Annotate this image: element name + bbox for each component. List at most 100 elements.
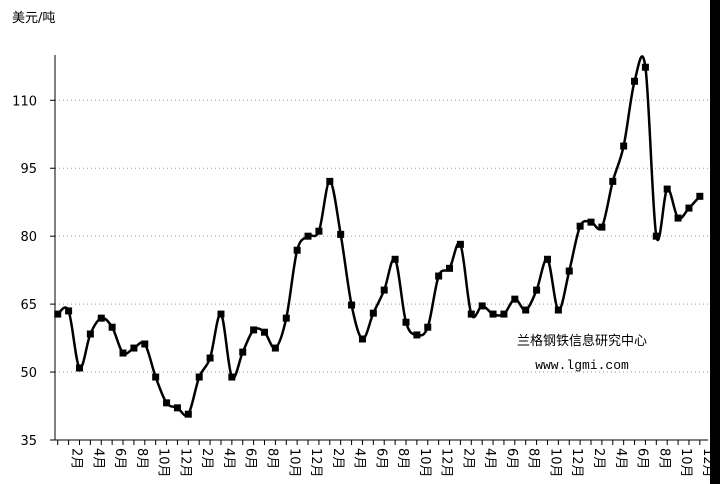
marker	[446, 264, 454, 272]
marker	[663, 185, 671, 193]
x-tick-label: 6月	[112, 448, 127, 469]
marker	[685, 204, 693, 212]
marker	[206, 354, 214, 362]
x-tick-label: 12月	[569, 448, 584, 478]
x-tick-label: 2月	[591, 448, 606, 469]
marker	[282, 314, 290, 322]
marker	[119, 349, 127, 357]
watermark-url: www.lgmi.com	[535, 358, 629, 373]
marker	[315, 227, 323, 235]
marker	[424, 323, 432, 331]
x-tick-label: 12月	[308, 448, 323, 478]
marker	[511, 295, 519, 303]
x-tick-label: 6月	[504, 448, 519, 469]
marker	[522, 306, 530, 314]
x-tick-label: 4月	[613, 448, 628, 469]
marker	[152, 373, 160, 381]
x-tick-label: 2月	[199, 448, 214, 469]
x-tick-label: 12月	[177, 448, 192, 478]
marker	[54, 310, 62, 318]
x-tick-label: 10月	[417, 448, 432, 478]
marker	[358, 335, 366, 343]
x-tick-label: 2月	[460, 448, 475, 469]
x-tick-label: 12月	[439, 448, 454, 478]
marker	[565, 267, 573, 275]
marker	[413, 331, 421, 339]
x-tick-label: 8月	[134, 448, 149, 469]
x-tick-label: 6月	[243, 448, 258, 469]
marker	[652, 232, 660, 240]
marker	[674, 214, 682, 222]
x-tick-label: 2月	[69, 448, 84, 469]
marker	[337, 230, 345, 238]
x-tick-label: 10月	[286, 448, 301, 478]
y-tick-label: 80	[20, 230, 37, 245]
x-tick-label: 8月	[395, 448, 410, 469]
y-tick-label: 110	[12, 94, 37, 109]
marker	[141, 340, 149, 348]
marker	[369, 309, 377, 317]
marker	[108, 323, 116, 331]
y-tick-label: 35	[20, 434, 37, 449]
x-tick-label: 4月	[352, 448, 367, 469]
marker	[478, 302, 486, 310]
watermark: 兰格钢铁信息研究中心	[517, 333, 647, 349]
marker	[598, 223, 606, 231]
marker	[576, 222, 584, 230]
x-tick-label: 8月	[526, 448, 541, 469]
marker	[696, 192, 704, 200]
marker	[261, 328, 269, 336]
marker	[228, 373, 236, 381]
marker	[65, 307, 73, 315]
marker	[173, 404, 181, 412]
marker	[195, 373, 203, 381]
marker	[620, 142, 628, 150]
frame-edge	[710, 0, 720, 484]
x-tick-label: 4月	[221, 448, 236, 469]
marker	[348, 301, 356, 309]
x-tick-label: 2月	[330, 448, 345, 469]
marker	[543, 255, 551, 263]
marker	[631, 77, 639, 85]
x-tick-label: 10月	[547, 448, 562, 478]
marker	[75, 364, 83, 372]
marker	[402, 318, 410, 326]
marker	[271, 344, 279, 352]
marker	[86, 330, 94, 338]
x-tick-label: 4月	[90, 448, 105, 469]
x-tick-label: 12月	[700, 448, 715, 478]
y-axis-label: 美元/吨	[12, 11, 55, 26]
y-tick-label: 95	[20, 162, 37, 177]
marker	[184, 410, 192, 418]
marker	[435, 272, 443, 280]
marker	[641, 63, 649, 71]
marker	[163, 399, 171, 407]
marker	[609, 177, 617, 185]
marker	[239, 348, 247, 356]
marker	[326, 177, 334, 185]
marker	[250, 326, 258, 334]
marker	[217, 310, 225, 318]
y-tick-label: 50	[20, 366, 37, 381]
x-tick-label: 6月	[373, 448, 388, 469]
marker	[467, 310, 475, 318]
y-tick-label: 65	[20, 298, 37, 313]
x-tick-label: 10月	[156, 448, 171, 478]
marker	[456, 240, 464, 248]
marker	[533, 286, 541, 294]
marker	[500, 310, 508, 318]
x-tick-label: 4月	[482, 448, 497, 469]
marker	[554, 306, 562, 314]
marker	[391, 255, 399, 263]
marker	[380, 286, 388, 294]
marker	[304, 232, 312, 240]
x-tick-label: 10月	[678, 448, 693, 478]
x-tick-label: 8月	[656, 448, 671, 469]
marker	[130, 344, 138, 352]
marker	[587, 218, 595, 226]
marker	[489, 310, 497, 318]
marker	[293, 246, 301, 254]
x-tick-label: 8月	[265, 448, 280, 469]
